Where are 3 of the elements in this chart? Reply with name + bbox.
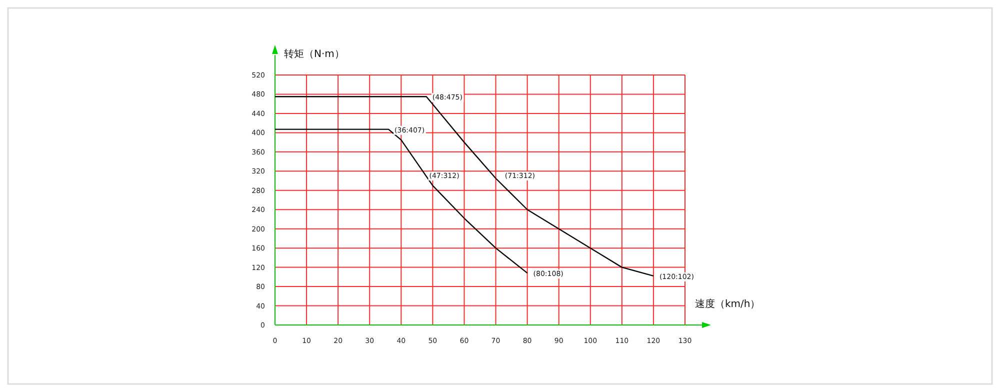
y-axis-title: 转矩（N·m） [284, 48, 344, 60]
x-axis-title: 速度（km/h） [695, 298, 760, 310]
line-series [274, 96, 654, 277]
